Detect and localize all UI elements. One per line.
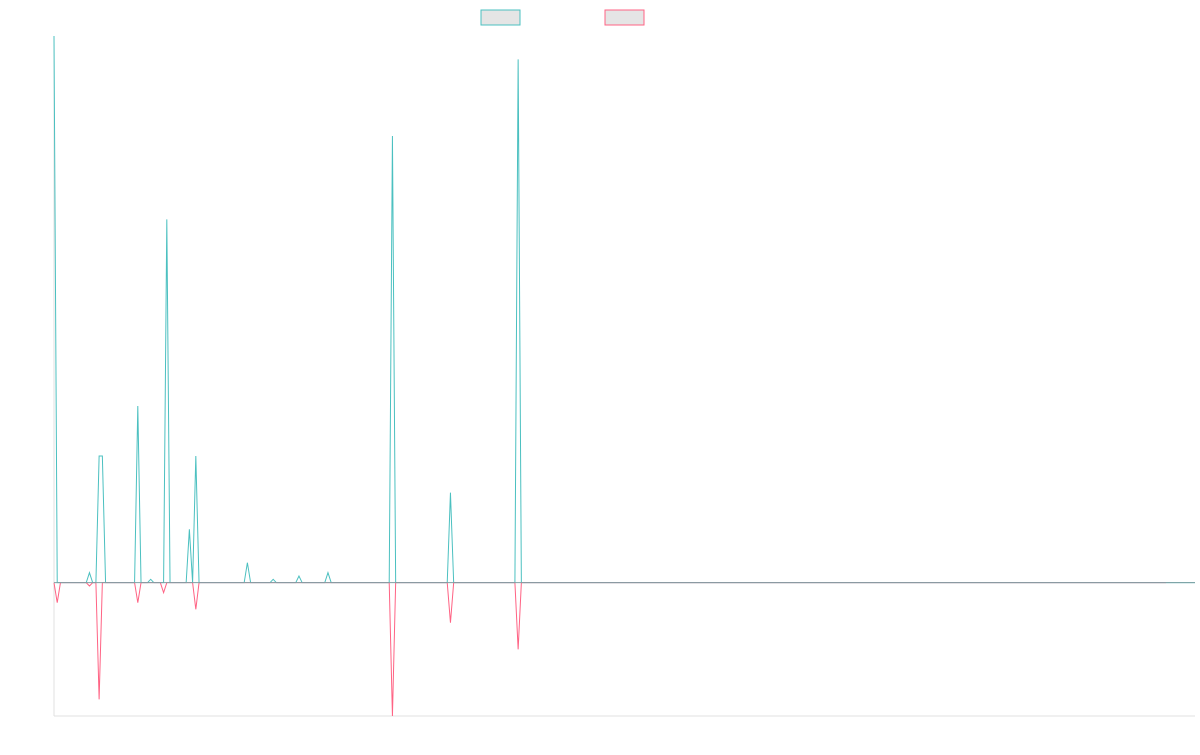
- series-line-2: [53, 582, 1166, 717]
- legend[interactable]: [480, 9, 645, 26]
- legend-swatch-2: [604, 9, 645, 26]
- series-line-1: [53, 35, 1195, 584]
- legend-swatch-1: [480, 9, 521, 26]
- axes: [53, 36, 1195, 717]
- legend-item-2[interactable]: [604, 9, 645, 26]
- series-layer: [53, 35, 1195, 717]
- legend-item-1[interactable]: [480, 9, 521, 26]
